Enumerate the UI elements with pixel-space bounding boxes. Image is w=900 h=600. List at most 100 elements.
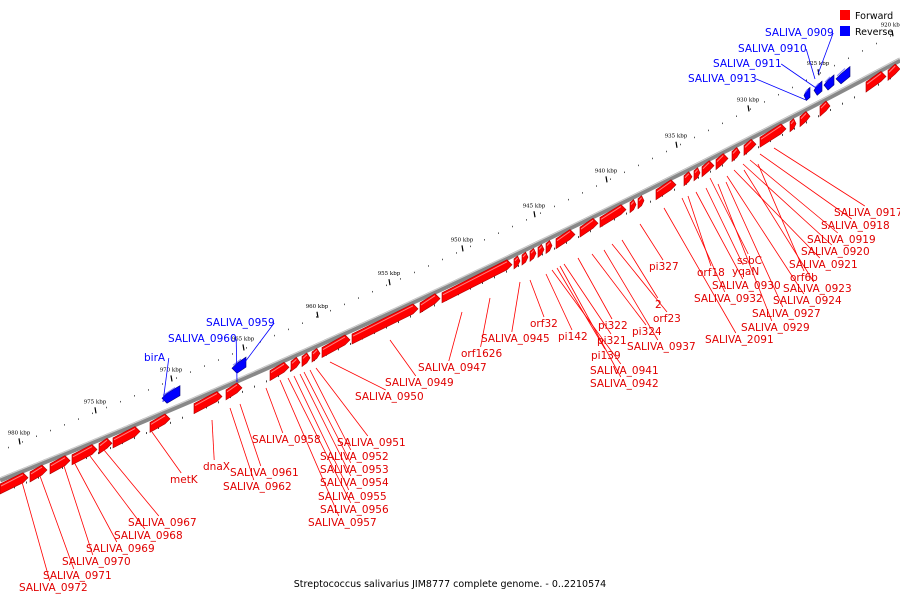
gene-highlight [760,125,782,140]
gene-label-reverse: SALIVA_0910 [738,43,807,55]
gene-label-forward: SALIVA_0950 [355,391,424,403]
forward-gene [521,251,529,266]
leader-line [238,322,275,371]
leader-line [239,403,262,467]
gene-label-forward: SALIVA_0924 [773,295,842,307]
leader-line [563,263,612,335]
gene-label-forward: SALIVA_0958 [252,434,321,446]
minor-tick [134,395,135,397]
leader-line [21,481,51,582]
gene-label-reverse: SALIVA_0959 [206,317,275,329]
minor-tick [554,205,555,208]
gene-highlight [744,140,752,148]
reverse-gene [161,385,181,404]
forward-gene [819,100,831,117]
caption: Streptococcus salivarius JIM8777 complet… [294,579,606,590]
minor-tick [344,303,345,306]
forward-gene [637,195,645,210]
gene-label-forward: SALIVA_0961 [230,467,299,479]
gene-highlight [732,149,738,154]
minor-tick [568,198,569,201]
scale-tick-label: 980 kbp [8,430,31,436]
minor-tick [242,390,243,393]
minor-tick [398,321,399,324]
minor-tick [470,245,471,248]
scale-tick [94,407,97,414]
leader-line [743,169,815,283]
minor-tick [482,281,483,284]
leader-line [591,253,647,326]
scale-tick-label: 975 kbp [84,399,107,405]
forward-gene [599,204,627,228]
forward-gene [555,229,576,250]
minor-tick [302,322,303,324]
gene-highlight [804,89,808,93]
minor-tick [722,164,723,167]
genome-backbone-highlight [0,57,900,479]
minor-tick [610,178,611,180]
gene-highlight [820,102,827,109]
leader-line [511,281,521,333]
leader-line [211,419,215,461]
minor-tick [190,371,191,373]
gene-label-forward: yqaN [732,266,759,278]
minor-tick [582,192,583,194]
minor-tick [358,297,359,299]
leader-line [329,361,386,391]
leader-line [749,159,839,234]
gene-highlight [113,428,136,441]
leader-line [773,147,866,207]
minor-tick [26,481,27,484]
scale-tick-label: 920 kbp [881,22,900,28]
minor-tick [62,466,63,469]
minor-tick [64,424,65,426]
forward-gene [225,382,243,401]
minor-tick [566,241,567,244]
scale-tick-label: 940 kbp [595,168,618,174]
gene-highlight [656,181,672,193]
gene-highlight [0,474,24,487]
forward-gene [731,146,741,163]
gene-label-forward: SALIVA_0962 [223,481,292,493]
gene-label-reverse: SALIVA_0960 [168,333,237,345]
forward-gene [98,437,113,455]
leader-line [229,407,255,481]
gene-label-forward: orf6b [790,272,818,284]
minor-tick [206,406,207,409]
legend-reverse-swatch [840,26,850,36]
reverse-gene [813,80,823,96]
minor-tick [854,96,855,99]
leader-line [303,371,352,464]
minor-tick [834,64,835,67]
leader-line [639,223,664,261]
minor-tick [218,359,219,361]
gene-label-forward: SALIVA_0954 [320,477,389,489]
gene-highlight [322,336,346,350]
gene-label-forward: SALIVA_0923 [783,283,852,295]
leader-line [556,267,606,350]
minor-tick [372,290,373,293]
minor-tick [792,86,793,89]
minor-tick [758,146,759,149]
minor-tick [512,225,513,228]
minor-tick [680,143,681,146]
leader-line [265,387,284,434]
minor-tick [624,171,625,174]
minor-tick [650,200,651,203]
reverse-gene [803,86,811,102]
minor-tick [694,136,695,139]
leader-line [733,169,821,259]
gene-label-forward: orf18 [697,267,725,279]
minor-tick [266,380,267,383]
gene-highlight [312,350,318,355]
minor-tick [8,446,9,449]
gene-label-forward: SALIVA_0953 [320,464,389,476]
leader-line [315,367,369,437]
forward-gene [290,356,301,372]
gene-label-forward: SALIVA_0956 [320,504,389,516]
minor-tick [554,247,555,250]
leader-line [805,48,816,80]
minor-tick [338,348,339,351]
forward-gene [655,179,677,201]
minor-tick [14,486,15,489]
